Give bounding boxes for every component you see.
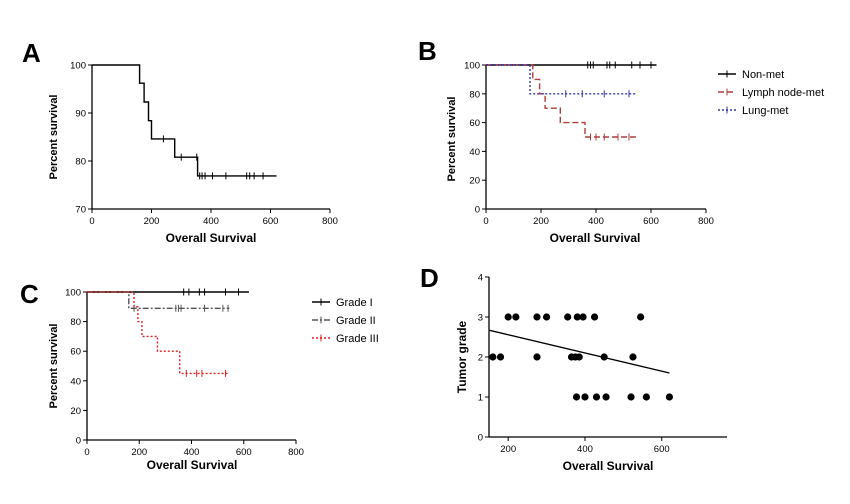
panel-c-y-tick-label: 20 <box>70 406 81 417</box>
panel-d-y-tick-label: 4 <box>478 273 483 284</box>
panel-b-series-lymph-node-met-line <box>486 64 636 138</box>
panel-d-scatter-point <box>512 313 520 321</box>
panel-b-y-tick-label: 60 <box>469 118 480 129</box>
panel-c-y-axis-label: Percent survival <box>48 324 60 409</box>
panel-d-x-tick-label: 200 <box>500 444 516 455</box>
panel-b-legend-label: Non-met <box>742 69 784 81</box>
panel-c-y-tick-label: 100 <box>65 288 81 299</box>
panel-d-y-tick-label: 1 <box>478 393 483 404</box>
panel-d-x-tick-label: 400 <box>577 444 593 455</box>
panel-c-legend-label: Grade II <box>336 315 376 327</box>
panel-d-scatter-point <box>575 353 583 361</box>
panel-d-y-tick-label: 2 <box>478 353 483 364</box>
panel-c-x-tick-label: 0 <box>84 447 89 458</box>
panel-d-scatter-point <box>572 393 581 401</box>
panel-d-scatter-point <box>590 313 599 321</box>
panel-b-y-tick-label: 0 <box>475 205 480 216</box>
panel-b-legend: Non-met Lymph node-met Lung-met <box>718 69 824 117</box>
panel-a-series-survival-line <box>92 64 277 177</box>
panel-d-scatter-point <box>627 393 635 401</box>
panel-d-trend-line <box>488 329 670 374</box>
panel-d-y-tick-label: 0 <box>478 433 483 444</box>
panel-c-x-axis-label: Overall Survival <box>147 458 238 472</box>
panel-c-x-tick-label: 400 <box>184 447 200 458</box>
panel-d-scatter-point <box>533 353 541 361</box>
panel-a-x-tick-label: 400 <box>203 216 219 227</box>
panel-letter-a: A <box>22 38 41 68</box>
panel-b-x-axis-label: Overall Survival <box>550 231 641 245</box>
panel-b-legend-label: Lymph node-met <box>742 87 824 99</box>
panel-b-series-lung-met-line <box>486 64 636 95</box>
panel-b-x-tick-label: 400 <box>588 216 604 227</box>
panel-b-y-axis-label: Percent survival <box>446 97 458 182</box>
panel-d-scatter-point <box>573 313 581 321</box>
panel-d-scatter-point <box>637 313 645 321</box>
panel-d-scatter-point <box>504 313 512 321</box>
panel-c-legend: Grade I Grade II Grade III <box>312 297 379 345</box>
panel-b-x-tick-label: 800 <box>698 216 714 227</box>
panel-a-y-tick-label: 90 <box>75 109 86 120</box>
panel-c-x-tick-label: 600 <box>236 447 252 458</box>
panel-d-chart: 0 1 2 3 4 200 400 600 Tumor grade Overall Survi… <box>455 273 727 473</box>
panel-b-chart: 0 20 40 60 80 100 0 200 400 600 800 Percent surviv… <box>446 61 824 246</box>
panel-d-x-axis-label: Overall Survival <box>563 459 654 473</box>
panel-a-x-tick-label: 800 <box>322 216 338 227</box>
panel-b-y-tick-label: 100 <box>464 61 480 72</box>
panel-letter-c: C <box>20 279 39 309</box>
panel-d-scatter-point <box>489 353 497 361</box>
panel-a-y-axis-label: Percent survival <box>48 95 60 180</box>
panel-c-x-tick-label: 200 <box>131 447 147 458</box>
panel-a-y-tick-label: 80 <box>75 157 86 168</box>
panel-a-x-tick-label: 0 <box>89 216 94 227</box>
panel-letter-d: D <box>420 263 439 293</box>
panel-letter-b: B <box>418 36 437 66</box>
panel-c-y-tick-label: 0 <box>76 436 81 447</box>
panel-b-legend-label: Lung-met <box>742 105 788 117</box>
panel-c-y-tick-label: 80 <box>70 317 81 328</box>
panel-b-x-tick-label: 200 <box>533 216 549 227</box>
panel-d-scatter-point <box>642 393 650 401</box>
panel-d-scatter-point <box>629 353 637 361</box>
panel-c-y-tick-label: 60 <box>70 347 81 358</box>
panel-a-y-tick-label: 100 <box>70 61 86 72</box>
panel-a-x-tick-label: 600 <box>263 216 279 227</box>
panel-d-scatter-point <box>579 313 587 321</box>
panel-d-scatter-point <box>602 393 610 401</box>
panel-b-x-tick-label: 600 <box>643 216 659 227</box>
panel-c-legend-label: Grade III <box>336 333 379 345</box>
panel-d-y-tick-label: 3 <box>478 313 483 324</box>
panel-c-chart: 0 20 40 60 80 100 0 200 400 600 800 Percent surviv… <box>48 288 379 473</box>
panel-d-scatter-point <box>581 393 589 401</box>
panel-b-y-tick-label: 40 <box>469 147 480 158</box>
panel-b-y-tick-label: 20 <box>469 176 480 187</box>
panel-a-x-axis-label: Overall Survival <box>166 231 257 245</box>
panel-a-x-tick-label: 200 <box>144 216 160 227</box>
panel-d-scatter-point <box>564 313 572 321</box>
panel-c-legend-label: Grade I <box>336 297 373 309</box>
panel-d-scatter-point <box>496 353 505 361</box>
panel-a-y-tick-label: 70 <box>75 205 86 216</box>
panel-c-y-tick-label: 40 <box>70 376 81 387</box>
panel-b-y-tick-label: 80 <box>469 89 480 100</box>
panel-d-scatter-point <box>542 313 551 321</box>
panel-c-series-grade-ii-line <box>87 291 230 309</box>
panel-b-x-tick-label: 0 <box>483 216 488 227</box>
panel-c-series-grade-iii-line <box>87 291 230 375</box>
panel-d-y-axis-label: Tumor grade <box>455 320 469 393</box>
panel-d-scatter-point <box>592 393 601 401</box>
panel-d-scatter-point <box>533 313 541 321</box>
panel-c-x-tick-label: 800 <box>288 447 304 458</box>
panel-d-x-tick-label: 600 <box>654 444 670 455</box>
panel-d-scatter-point <box>665 393 674 401</box>
